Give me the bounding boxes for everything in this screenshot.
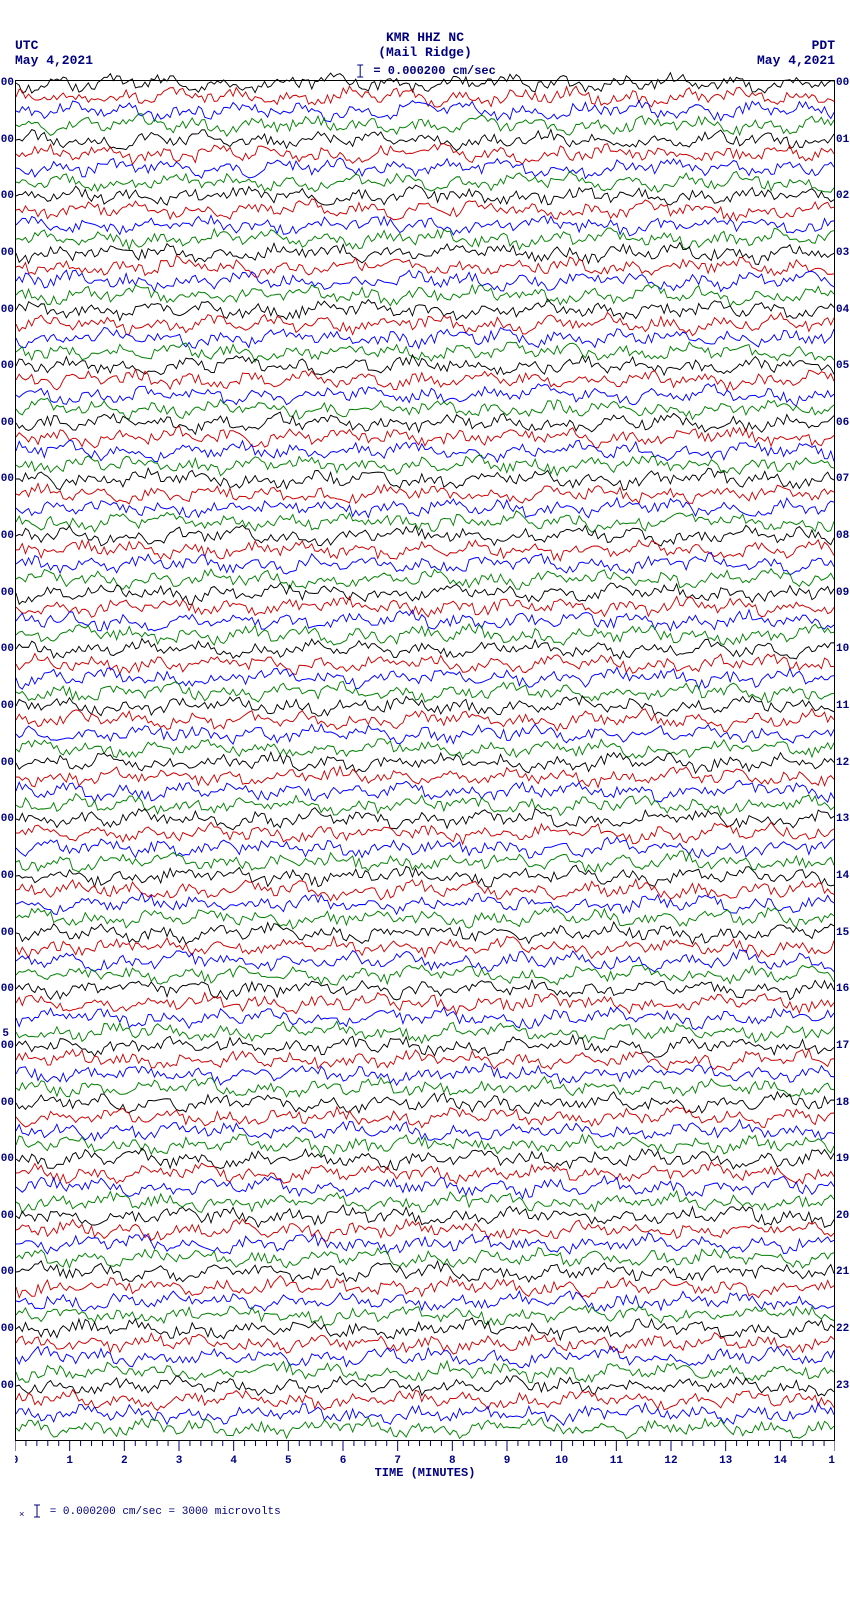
pdt-time-label: 12:15 xyxy=(836,757,850,769)
tz-right-date: May 4,2021 xyxy=(757,53,835,68)
utc-time-label: 15:00 xyxy=(0,530,14,542)
utc-time-label: 10:00 xyxy=(0,247,14,259)
tz-left-date: May 4,2021 xyxy=(15,53,93,68)
svg-text:14: 14 xyxy=(774,1455,788,1467)
tz-left-block: UTC May 4,2021 xyxy=(15,38,93,68)
svg-text:9: 9 xyxy=(504,1455,511,1467)
pdt-time-label: 01:15 xyxy=(836,134,850,146)
utc-time-label: 06:00 xyxy=(0,1380,14,1392)
utc-time-label: 21:00 xyxy=(0,870,14,882)
x-axis: 0123456789101112131415 TIME (MINUTES) xyxy=(15,1440,835,1480)
pdt-time-label: 20:15 xyxy=(836,1210,850,1222)
svg-text:12: 12 xyxy=(664,1455,677,1467)
seismogram-plot: 07:0000:1508:0001:1509:0002:1510:0003:15… xyxy=(15,80,835,1440)
station-code: KMR HHZ NC xyxy=(354,30,496,45)
pdt-time-label: 18:15 xyxy=(836,1097,850,1109)
svg-text:5: 5 xyxy=(285,1455,292,1467)
pdt-time-label: 06:15 xyxy=(836,417,850,429)
pdt-time-label: 16:15 xyxy=(836,983,850,995)
utc-time-label: 05:00 xyxy=(0,1323,14,1335)
pdt-time-label: 23:15 xyxy=(836,1380,850,1392)
pdt-time-label: 02:15 xyxy=(836,190,850,202)
utc-time-label: 07:00 xyxy=(0,77,14,89)
pdt-time-label: 17:15 xyxy=(836,1040,850,1052)
waveform-trace xyxy=(16,1419,834,1437)
header: UTC May 4,2021 KMR HHZ NC (Mail Ridge) =… xyxy=(15,30,835,80)
pdt-time-label: 11:15 xyxy=(836,700,850,712)
pdt-time-label: 04:15 xyxy=(836,304,850,316)
utc-time-label: 00:00 xyxy=(0,1040,14,1052)
utc-time-label: 01:00 xyxy=(0,1097,14,1109)
svg-text:13: 13 xyxy=(719,1455,733,1467)
utc-time-label: 20:00 xyxy=(0,813,14,825)
seismogram-container: UTC May 4,2021 KMR HHZ NC (Mail Ridge) =… xyxy=(0,0,850,1560)
svg-text:6: 6 xyxy=(340,1455,347,1467)
footer-scale: × = 0.000200 cm/sec = 3000 microvolts xyxy=(15,1504,835,1520)
pdt-time-label: 21:15 xyxy=(836,1266,850,1278)
pdt-time-label: 09:15 xyxy=(836,587,850,599)
utc-time-label: 02:00 xyxy=(0,1153,14,1165)
utc-time-label: 08:00 xyxy=(0,134,14,146)
pdt-time-label: 05:15 xyxy=(836,360,850,372)
pdt-time-label: 07:15 xyxy=(836,473,850,485)
pdt-time-label: 19:15 xyxy=(836,1153,850,1165)
utc-time-label: 14:00 xyxy=(0,473,14,485)
svg-text:10: 10 xyxy=(555,1455,568,1467)
pdt-time-label: 00:15 xyxy=(836,77,850,89)
tz-right-block: PDT May 4,2021 xyxy=(757,38,835,68)
pdt-time-label: 13:15 xyxy=(836,813,850,825)
utc-time-label: 17:00 xyxy=(0,643,14,655)
svg-text:1: 1 xyxy=(66,1455,73,1467)
svg-text:4: 4 xyxy=(230,1455,237,1467)
footer-scale-text: = 0.000200 cm/sec = 3000 microvolts xyxy=(50,1506,281,1518)
utc-time-label: 22:00 xyxy=(0,927,14,939)
utc-time-label: 18:00 xyxy=(0,700,14,712)
svg-text:15: 15 xyxy=(828,1455,835,1467)
utc-time-label: 09:00 xyxy=(0,190,14,202)
pdt-time-label: 08:15 xyxy=(836,530,850,542)
pdt-time-label: 10:15 xyxy=(836,643,850,655)
tz-right-label: PDT xyxy=(757,38,835,53)
pdt-time-label: 22:15 xyxy=(836,1323,850,1335)
pdt-time-label: 03:15 xyxy=(836,247,850,259)
svg-text:11: 11 xyxy=(610,1455,624,1467)
scale-bar-icon xyxy=(31,1504,43,1518)
station-location: (Mail Ridge) xyxy=(354,45,496,60)
date-rollover-marker: May 5 xyxy=(0,1028,9,1040)
utc-time-label: 11:00 xyxy=(0,304,14,316)
pdt-time-label: 14:15 xyxy=(836,870,850,882)
title-block: KMR HHZ NC (Mail Ridge) = 0.000200 cm/se… xyxy=(354,30,496,78)
utc-time-label: 13:00 xyxy=(0,417,14,429)
svg-text:2: 2 xyxy=(121,1455,128,1467)
utc-time-label: 16:00 xyxy=(0,587,14,599)
utc-time-label: 23:00 xyxy=(0,983,14,995)
tz-left-label: UTC xyxy=(15,38,93,53)
utc-time-label: 12:00 xyxy=(0,360,14,372)
utc-time-label: 19:00 xyxy=(0,757,14,769)
svg-text:3: 3 xyxy=(176,1455,183,1467)
utc-time-label: 03:00 xyxy=(0,1210,14,1222)
pdt-time-label: 15:15 xyxy=(836,927,850,939)
x-axis-label: TIME (MINUTES) xyxy=(375,1466,476,1480)
svg-text:0: 0 xyxy=(15,1455,18,1467)
utc-time-label: 04:00 xyxy=(0,1266,14,1278)
